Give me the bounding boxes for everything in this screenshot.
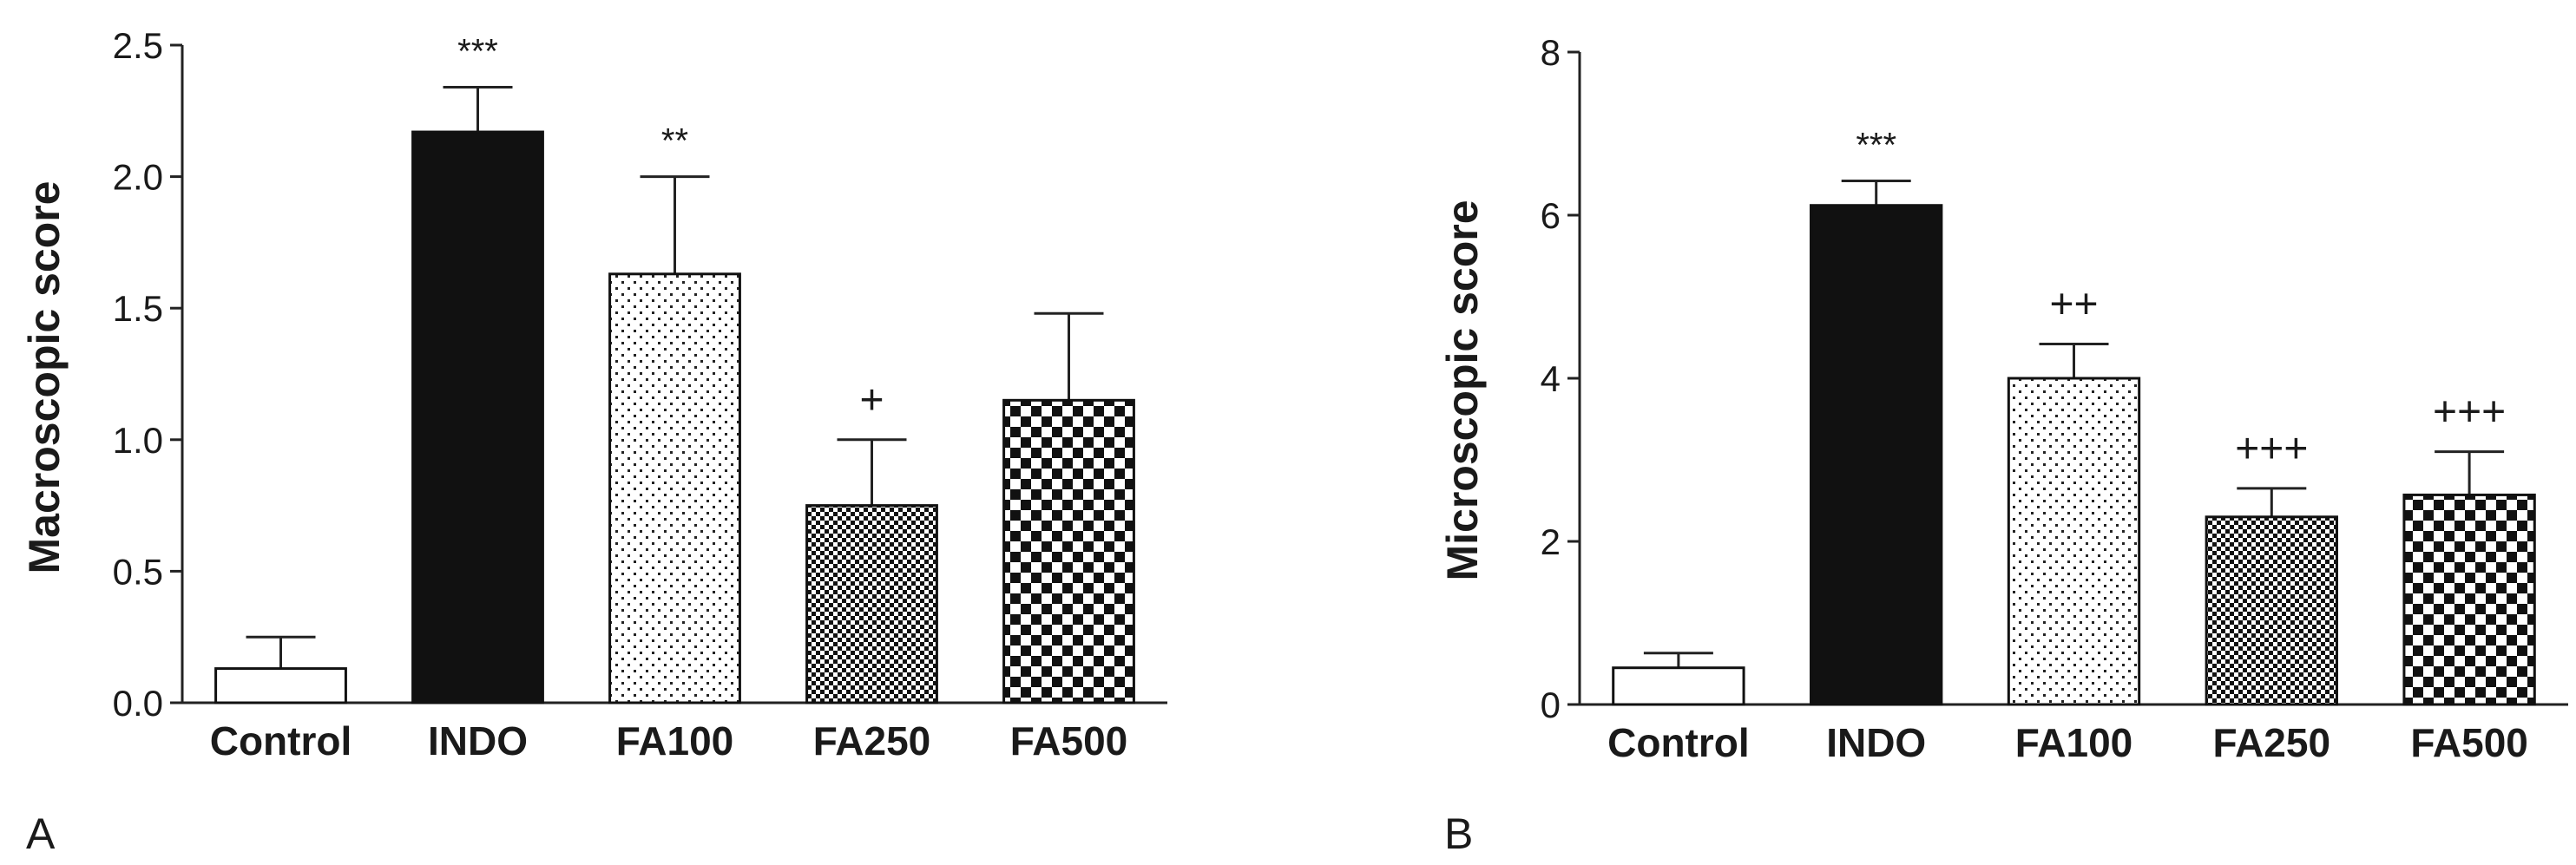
bar-fa250 bbox=[2205, 515, 2338, 706]
significance-label: *** bbox=[1856, 127, 1896, 165]
y-tick-label: 4 bbox=[1541, 358, 1561, 399]
bar-fa100 bbox=[2007, 377, 2141, 706]
significance-label: +++ bbox=[2433, 390, 2506, 436]
y-tick-label: 2.5 bbox=[113, 25, 163, 66]
chart-panel-a: A Macroscopic score 0.0 0.5 1.0 1.5 2.0 2.5 Co… bbox=[20, 25, 1167, 858]
bar-fa500 bbox=[2402, 493, 2536, 706]
bar-indo bbox=[1810, 204, 1943, 706]
y-tick-label: 0.0 bbox=[113, 683, 163, 724]
y-tick-label: 2 bbox=[1541, 521, 1561, 562]
x-tick-label: FA500 bbox=[2410, 720, 2528, 765]
bar-fa500 bbox=[1002, 398, 1135, 704]
significance-label: + bbox=[859, 377, 884, 423]
x-tick-label: Control bbox=[210, 718, 352, 763]
y-axis-title-a: Macroscopic score bbox=[20, 181, 69, 574]
x-tick-label: FA100 bbox=[2015, 720, 2133, 765]
x-tick-label: Control bbox=[1607, 720, 1750, 765]
bar-control bbox=[1612, 666, 1745, 706]
bar-fa250 bbox=[805, 504, 938, 704]
x-tick-label: INDO bbox=[1826, 720, 1926, 765]
x-tick-label: INDO bbox=[428, 718, 528, 763]
bar-indo bbox=[411, 130, 544, 704]
x-tick-label: FA250 bbox=[2213, 720, 2331, 765]
y-tick-label: 0 bbox=[1541, 685, 1561, 725]
x-tick-label: FA100 bbox=[616, 718, 734, 763]
y-tick-label: 0.5 bbox=[113, 551, 163, 592]
panel-label-b: B bbox=[1444, 809, 1473, 858]
y-tick-label: 1.0 bbox=[113, 420, 163, 461]
y-tick-label: 8 bbox=[1541, 32, 1561, 73]
chart-a-svg: A Macroscopic score 0.0 0.5 1.0 1.5 2.0 2.5 Co… bbox=[20, 25, 1167, 858]
panel-label-a: A bbox=[26, 809, 56, 858]
y-tick-label: 2.0 bbox=[113, 157, 163, 198]
chart-panel-b: B Microscopic score 0 2 4 6 8 Control INDO *** F… bbox=[1288, 0, 2576, 865]
significance-label: ** bbox=[661, 122, 688, 161]
y-tick-label: 6 bbox=[1541, 195, 1561, 236]
significance-label: ++ bbox=[2049, 282, 2098, 328]
x-tick-label: FA500 bbox=[1010, 718, 1128, 763]
bar-control bbox=[214, 667, 347, 704]
y-tick-label: 1.5 bbox=[113, 288, 163, 329]
significance-label: +++ bbox=[2235, 426, 2308, 472]
significance-label: *** bbox=[457, 33, 498, 71]
chart-b-svg: B Microscopic score 0 2 4 6 8 Control INDO *** F… bbox=[1438, 32, 2568, 858]
bar-fa100 bbox=[608, 272, 741, 704]
y-axis-title-b: Microscopic score bbox=[1438, 200, 1487, 580]
x-tick-label: FA250 bbox=[813, 718, 931, 763]
